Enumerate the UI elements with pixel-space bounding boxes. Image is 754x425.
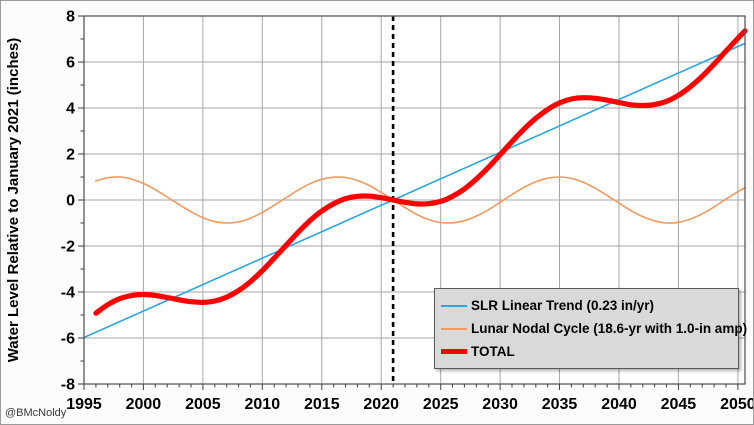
series-line-slr-trend xyxy=(83,42,746,339)
legend-line-swatch-blue xyxy=(441,304,467,307)
x-tick-label: 2030 xyxy=(482,396,518,413)
series-line-total xyxy=(93,28,748,316)
legend-label-nodal-cycle: Lunar Nodal Cycle (18.6-yr with 1.0-in a… xyxy=(471,321,748,336)
y-tick-label: -6 xyxy=(61,331,75,348)
watermark: @BMcNoldy xyxy=(5,407,67,419)
y-tick-label: 6 xyxy=(66,55,75,72)
legend-item-total: TOTAL xyxy=(441,344,732,359)
y-tick-label: -4 xyxy=(61,285,75,302)
legend-label-slr-trend: SLR Linear Trend (0.23 in/yr) xyxy=(471,298,655,313)
y-tick-label: -2 xyxy=(61,239,75,256)
legend-line-swatch-orange xyxy=(441,327,467,330)
legend-item-slr-trend: SLR Linear Trend (0.23 in/yr) xyxy=(441,298,732,313)
y-axis-title: Water Level Relative to January 2021 (in… xyxy=(5,37,22,363)
series-line-nodal-cycle xyxy=(95,176,746,224)
y-tick-label: 0 xyxy=(66,193,75,210)
legend-label-total: TOTAL xyxy=(471,344,515,359)
y-tick-label: 8 xyxy=(66,9,75,26)
x-tick-label: 2050 xyxy=(720,396,754,413)
x-tick-label: 1995 xyxy=(66,396,102,413)
x-tick-label: 2015 xyxy=(304,396,340,413)
x-tick-label: 2005 xyxy=(185,396,221,413)
legend-item-nodal-cycle: Lunar Nodal Cycle (18.6-yr with 1.0-in a… xyxy=(441,321,747,336)
x-tick-label: 2045 xyxy=(661,396,697,413)
legend-box: SLR Linear Trend (0.23 in/yr) Lunar Noda… xyxy=(434,288,747,369)
x-tick-label: 2040 xyxy=(601,396,637,413)
x-tick-label: 2035 xyxy=(542,396,578,413)
y-tick-label: 2 xyxy=(66,147,75,164)
legend-line-swatch-red xyxy=(441,349,467,354)
y-tick-label: -8 xyxy=(61,377,75,394)
x-tick-label: 2010 xyxy=(245,396,281,413)
x-tick-label: 2020 xyxy=(363,396,399,413)
x-tick-label: 2000 xyxy=(126,396,162,413)
x-tick-label: 2025 xyxy=(423,396,459,413)
y-tick-label: 4 xyxy=(66,101,75,118)
